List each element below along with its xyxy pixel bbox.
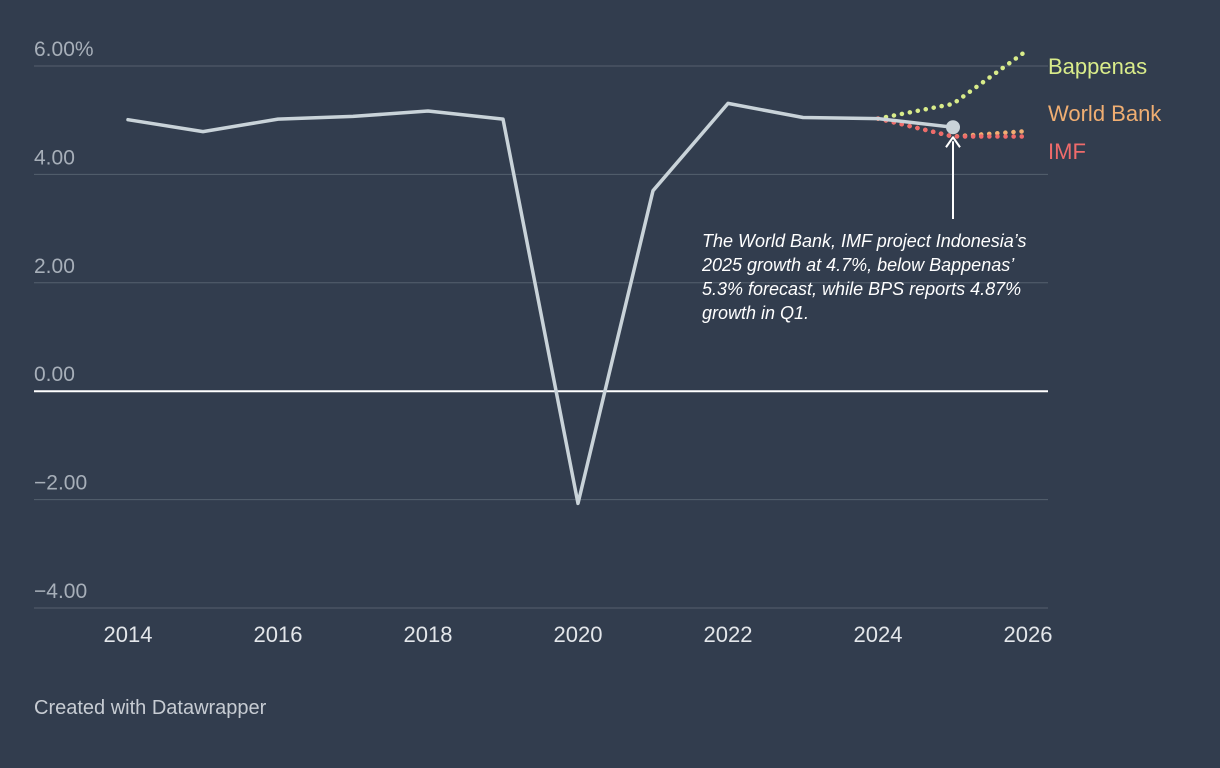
- x-tick-label: 2024: [854, 622, 903, 647]
- x-tick-label: 2018: [404, 622, 453, 647]
- highlight-point: [946, 120, 960, 135]
- x-tick-label: 2022: [704, 622, 753, 647]
- x-tick-label: 2026: [1004, 622, 1053, 647]
- footer-credit: Created with Datawrapper: [34, 697, 267, 719]
- y-tick-label: 2.00: [34, 255, 75, 278]
- series-label-bappenas: Bappenas: [1048, 54, 1147, 79]
- series-label-world-bank: World Bank: [1048, 101, 1162, 126]
- chart-annotation: The World Bank, IMF project Indonesia’s …: [702, 231, 1027, 323]
- y-tick-label: 4.00: [34, 146, 75, 169]
- y-tick-label: −2.00: [34, 472, 87, 495]
- series-line-imf: [875, 116, 1031, 139]
- annotation-arrow-head: [945, 136, 961, 148]
- y-tick-label: −4.00: [34, 580, 87, 603]
- series-line-bappenas: [875, 47, 1031, 121]
- y-tick-label: 6.00%: [34, 38, 94, 61]
- y-tick-label: 0.00: [34, 363, 75, 386]
- series-label-imf: IMF: [1048, 139, 1086, 164]
- x-tick-label: 2016: [254, 622, 303, 647]
- x-tick-label: 2014: [104, 622, 153, 647]
- series-line-gdp-growth: [126, 101, 955, 506]
- x-tick-label: 2020: [554, 622, 603, 647]
